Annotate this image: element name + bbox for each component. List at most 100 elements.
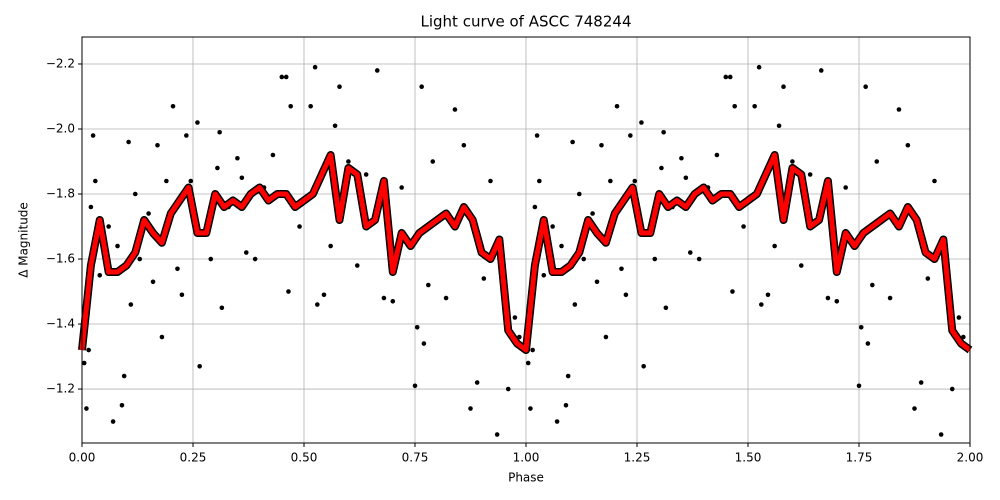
data-point	[121, 373, 127, 379]
data-point	[590, 211, 595, 216]
data-point	[430, 159, 436, 164]
data-point	[932, 178, 937, 184]
data-point	[863, 84, 868, 90]
data-point	[632, 178, 638, 184]
data-point	[858, 324, 864, 330]
chart-title: Light curve of ASCC 748244	[421, 13, 632, 31]
y-tick-label: −2.2	[46, 56, 75, 70]
data-point	[88, 204, 94, 210]
data-point	[354, 263, 360, 268]
data-point	[110, 419, 116, 424]
data-point	[623, 292, 629, 298]
data-point	[525, 360, 531, 366]
y-tick-label: −1.8	[46, 187, 75, 201]
data-point	[494, 432, 500, 437]
data-point	[426, 282, 431, 288]
data-point	[155, 142, 160, 148]
data-point	[818, 68, 824, 73]
data-point	[594, 279, 600, 285]
x-tick-label: 1.00	[513, 451, 540, 465]
data-point	[381, 295, 387, 301]
data-point	[337, 84, 342, 90]
data-point	[679, 155, 684, 161]
data-point	[759, 302, 764, 307]
data-point	[184, 133, 189, 138]
data-point	[641, 363, 646, 369]
data-point	[132, 191, 138, 197]
x-tick-label: 1.25	[624, 451, 651, 465]
data-point	[195, 120, 200, 125]
data-point	[714, 152, 720, 158]
data-point	[619, 266, 624, 272]
data-point	[321, 292, 327, 298]
data-point	[468, 406, 473, 411]
data-point	[346, 159, 351, 164]
data-point	[925, 276, 931, 281]
data-point	[572, 302, 578, 307]
data-point	[452, 107, 458, 112]
data-point	[283, 74, 289, 80]
data-point	[481, 276, 487, 281]
data-point	[243, 250, 249, 255]
data-point	[421, 341, 427, 346]
data-point	[286, 289, 291, 294]
data-point	[164, 178, 169, 184]
data-point	[918, 380, 924, 385]
data-point	[905, 142, 911, 148]
data-point	[137, 256, 143, 262]
data-point	[170, 103, 176, 109]
data-point	[270, 152, 276, 158]
data-point	[887, 295, 893, 301]
data-point	[938, 432, 944, 437]
data-point	[390, 298, 396, 304]
data-point	[730, 289, 735, 294]
data-point	[308, 103, 313, 109]
data-point	[843, 185, 848, 190]
data-point	[412, 383, 418, 389]
data-point	[570, 139, 575, 145]
data-point	[661, 129, 666, 135]
data-point	[537, 178, 542, 184]
data-point	[870, 282, 875, 288]
data-point	[896, 107, 902, 112]
data-point	[807, 172, 813, 177]
data-point	[312, 64, 318, 70]
y-tick-label: −1.6	[46, 252, 75, 266]
data-point	[235, 155, 240, 161]
data-point	[659, 165, 664, 171]
data-point	[530, 347, 535, 353]
y-tick-label: −2.0	[46, 121, 75, 135]
data-point	[765, 292, 771, 298]
data-point	[756, 64, 762, 70]
data-point	[93, 178, 98, 184]
data-point	[696, 256, 702, 262]
data-point	[128, 302, 134, 307]
x-tick-label: 2.00	[957, 451, 984, 465]
data-point	[315, 302, 320, 307]
data-point	[565, 373, 571, 379]
x-tick-label: 0.75	[402, 451, 429, 465]
data-point	[727, 74, 733, 80]
data-point	[217, 129, 222, 135]
data-point	[115, 243, 120, 249]
data-point	[732, 103, 737, 109]
data-point	[790, 159, 795, 164]
data-point	[328, 243, 333, 249]
data-point	[741, 224, 746, 229]
data-point	[599, 142, 604, 148]
data-point	[683, 175, 689, 181]
data-point	[825, 295, 831, 301]
data-point	[723, 74, 729, 80]
data-point	[505, 386, 511, 392]
data-point	[652, 256, 658, 262]
data-point	[781, 84, 786, 90]
x-tick-label: 0.00	[69, 451, 96, 465]
data-point	[528, 406, 533, 411]
data-point	[146, 211, 151, 216]
data-point	[614, 103, 620, 109]
data-point	[252, 256, 258, 262]
data-point	[776, 123, 782, 129]
x-tick-label: 0.50	[291, 451, 318, 465]
data-point	[752, 103, 757, 109]
